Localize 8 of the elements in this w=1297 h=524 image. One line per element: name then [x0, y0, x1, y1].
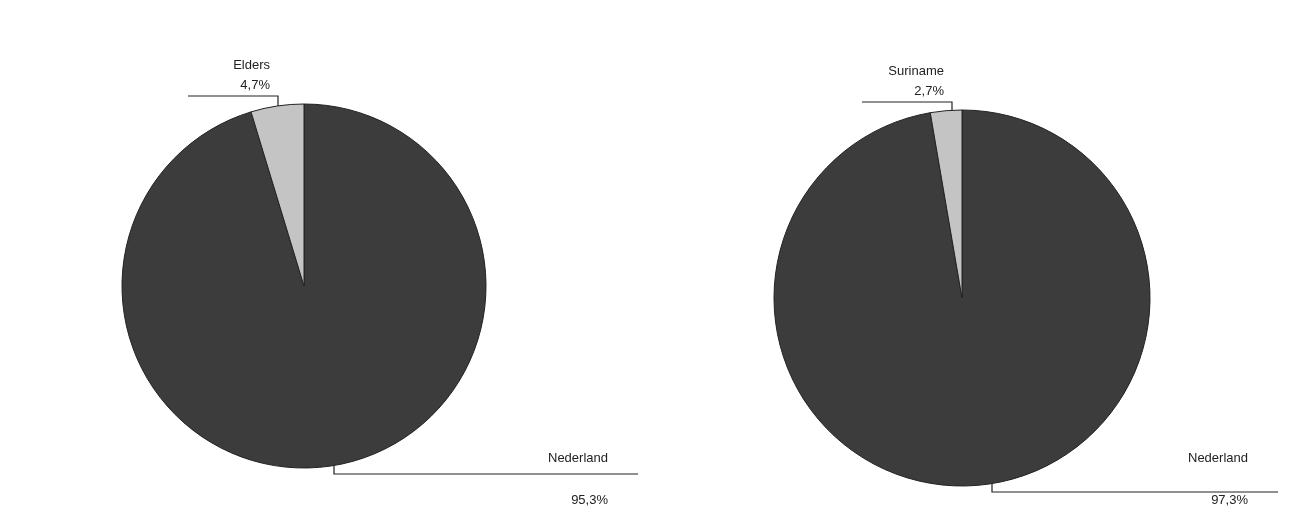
- slice-label: Elders: [233, 56, 271, 72]
- data-label: 2,7%: [914, 82, 945, 98]
- data-label: 4,7%: [240, 76, 271, 92]
- data-label: 97,3%: [1211, 491, 1249, 507]
- slice-label: Suriname: [888, 62, 944, 78]
- slice-label: Nederland: [1188, 449, 1248, 465]
- slice-label: Nederland: [548, 449, 608, 465]
- data-label: 95,3%: [571, 491, 609, 507]
